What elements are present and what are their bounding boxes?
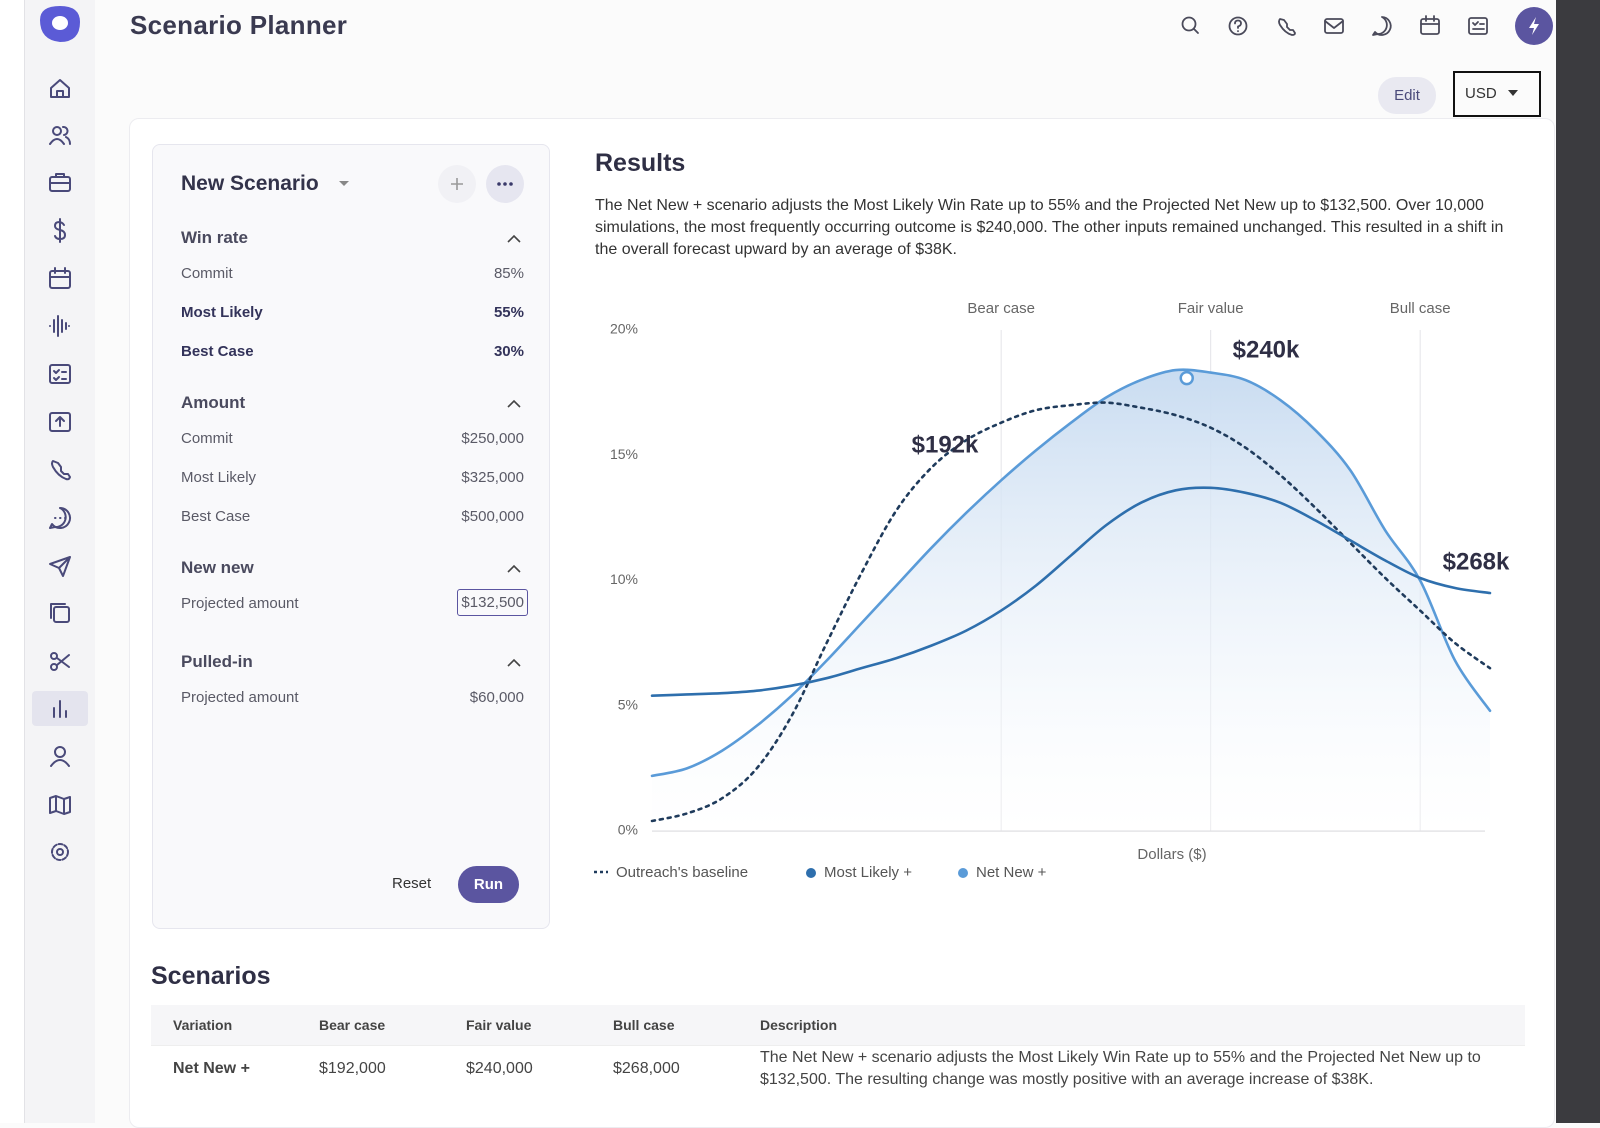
nav-dollar[interactable] bbox=[54, 218, 66, 243]
results-description: The Net New + scenario adjusts the Most … bbox=[595, 197, 1504, 258]
search-icon[interactable] bbox=[1181, 16, 1199, 34]
dropdown-caret bbox=[1507, 90, 1518, 96]
nav-home[interactable] bbox=[50, 79, 70, 98]
nav-analytics[interactable] bbox=[53, 700, 67, 718]
section-title: Pulled-in bbox=[181, 652, 253, 671]
mail-icon[interactable] bbox=[1324, 18, 1344, 34]
column-header: Description bbox=[760, 1017, 838, 1033]
window-edge bbox=[1556, 0, 1600, 1123]
field-label: Most Likely bbox=[181, 469, 257, 486]
avatar[interactable] bbox=[1515, 7, 1553, 45]
nav-voice[interactable] bbox=[49, 315, 70, 337]
window-edge bbox=[0, 0, 25, 1123]
field-label: Best Case bbox=[181, 508, 251, 525]
table-cell: The Net New + scenario adjusts the Most … bbox=[760, 1049, 1481, 1088]
results-title: Results bbox=[595, 149, 686, 177]
scenario-title[interactable]: New Scenario bbox=[181, 172, 319, 195]
table-header bbox=[151, 1005, 1525, 1045]
column-header: Bull case bbox=[613, 1017, 675, 1033]
panel-controls bbox=[339, 165, 524, 203]
table-cell: $240,000 bbox=[466, 1060, 533, 1077]
calendar-icon[interactable] bbox=[1420, 15, 1440, 35]
scenarios-title: Scenarios bbox=[151, 962, 271, 990]
field-value: $325,000 bbox=[461, 469, 524, 486]
section-title: Amount bbox=[181, 393, 246, 412]
phone-icon[interactable] bbox=[1278, 18, 1296, 36]
section-title: Win rate bbox=[181, 228, 248, 247]
currency-select[interactable]: USD bbox=[1453, 71, 1541, 117]
table-cell: $268,000 bbox=[613, 1060, 680, 1077]
field-label: Projected amount bbox=[181, 689, 299, 706]
add-button[interactable] bbox=[438, 165, 476, 203]
nav-phone[interactable] bbox=[51, 460, 71, 481]
field-value: 85% bbox=[493, 265, 524, 282]
field-label: Best Case bbox=[181, 343, 254, 360]
nav-briefcase[interactable] bbox=[49, 173, 71, 192]
help-icon[interactable] bbox=[1228, 16, 1248, 36]
run-button[interactable]: Run bbox=[458, 866, 519, 903]
field-value: $250,000 bbox=[461, 430, 524, 447]
field-input[interactable]: $132,500 bbox=[328, 589, 528, 617]
column-header: Fair value bbox=[466, 1017, 532, 1033]
field-label: Most Likely bbox=[181, 304, 263, 321]
input-value[interactable]: $132,500 bbox=[457, 589, 528, 616]
field-value: $60,000 bbox=[469, 689, 524, 706]
edit-button[interactable]: Edit bbox=[1378, 77, 1436, 114]
nav-people[interactable] bbox=[49, 126, 71, 145]
currency-value: USD bbox=[1465, 85, 1497, 102]
column-header: Variation bbox=[173, 1017, 233, 1033]
app-title: Scenario Planner bbox=[130, 10, 348, 40]
nav-calendar[interactable] bbox=[49, 267, 71, 289]
tasks-icon[interactable] bbox=[1468, 17, 1488, 35]
field-value: 30% bbox=[493, 343, 524, 360]
field-label: Commit bbox=[181, 265, 233, 282]
nav-tasks[interactable] bbox=[49, 364, 71, 384]
nav-profile[interactable] bbox=[50, 746, 70, 767]
field-value: 55% bbox=[493, 304, 524, 321]
nav-chat[interactable] bbox=[49, 507, 71, 529]
scenario-caret[interactable] bbox=[339, 181, 349, 186]
table-cell: Net New + bbox=[173, 1060, 250, 1077]
section-title: New new bbox=[181, 558, 254, 577]
column-header: Bear case bbox=[319, 1017, 386, 1033]
logo[interactable] bbox=[40, 6, 80, 42]
row-divider bbox=[151, 1045, 1525, 1046]
nav-settings[interactable] bbox=[51, 843, 69, 861]
nav-map[interactable] bbox=[49, 795, 71, 815]
field-label: Commit bbox=[181, 430, 233, 447]
reset-button[interactable]: Reset bbox=[392, 875, 432, 892]
nav-upload[interactable] bbox=[49, 412, 71, 432]
nav-scissors[interactable] bbox=[50, 652, 70, 671]
field-value: $500,000 bbox=[461, 508, 524, 525]
scenario-panel bbox=[152, 144, 550, 929]
table-cell: $192,000 bbox=[319, 1060, 386, 1077]
more-button[interactable] bbox=[486, 165, 524, 203]
nav-copy[interactable] bbox=[50, 603, 70, 623]
nav-send[interactable] bbox=[49, 556, 71, 577]
chat-icon[interactable] bbox=[1372, 16, 1392, 36]
field-label: Projected amount bbox=[181, 595, 299, 612]
